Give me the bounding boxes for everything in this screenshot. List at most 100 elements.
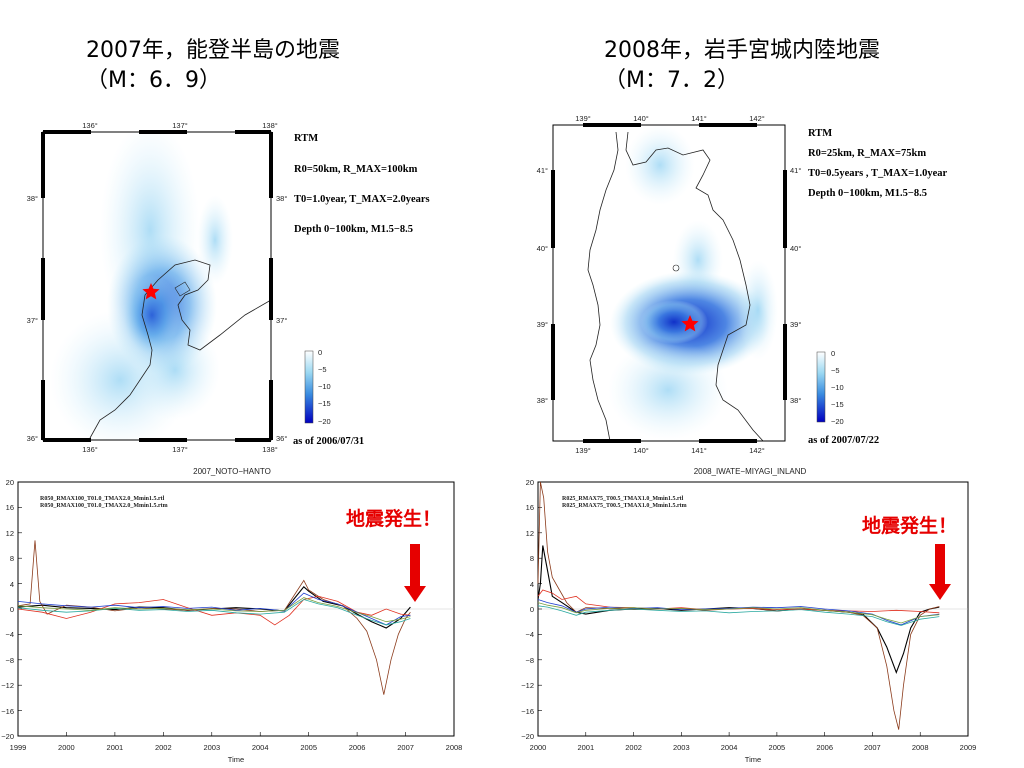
x-tick: 2001 xyxy=(577,743,594,752)
colorbar-tick: −15 xyxy=(318,399,331,408)
colorbar-tick: −20 xyxy=(318,417,331,426)
x-tick: 2006 xyxy=(349,743,366,752)
y-tick: −20 xyxy=(1,732,14,741)
x-tick: 2005 xyxy=(300,743,317,752)
series-line-4 xyxy=(537,605,940,626)
y-tick: 12 xyxy=(526,529,534,538)
y-tick: 4 xyxy=(530,580,534,589)
coastline-noto xyxy=(89,259,272,439)
legend-entry: R025_RMAX75_T00.5_TMAX1.0_Mmin1.5.rtl xyxy=(562,496,684,502)
legend-entry: R050_RMAX100_T01.0_TMAX2.0_Mmin1.5.rtl xyxy=(40,496,165,502)
colorbar-iwate xyxy=(816,351,826,423)
y-tick: −8 xyxy=(525,656,534,665)
lon-label-bottom: 139° xyxy=(575,446,591,455)
y-tick: −4 xyxy=(5,630,14,639)
x-tick: 2007 xyxy=(864,743,881,752)
rtm-heatmap-noto xyxy=(50,132,233,440)
lon-label-bottom: 140° xyxy=(633,446,649,455)
x-tick: 2009 xyxy=(960,743,977,752)
info-line: RTM xyxy=(808,128,832,139)
series-line-4 xyxy=(17,599,411,626)
heading-noto: 2007年，能登半島の地震 （M：6．9） xyxy=(86,36,340,96)
y-tick: 16 xyxy=(6,503,14,512)
colorbar-tick: 0 xyxy=(318,348,322,357)
lon-label-top: 138° xyxy=(262,121,278,130)
y-axis-iwate: 20 16 12 8 4 0 −4 −8 −12 −16 −20 xyxy=(521,478,534,741)
series-line-3 xyxy=(17,592,411,626)
timeseries-panel-noto: 2007_NOTO−HANTO 20 16 12 8 4 0 −4 −8 −12… xyxy=(1,467,463,764)
lon-label-bottom: 136° xyxy=(82,445,98,454)
lon-label-bottom: 137° xyxy=(172,445,188,454)
lon-label-top: 139° xyxy=(575,114,591,123)
colorbar-tick: −10 xyxy=(318,382,331,391)
x-tick: 2002 xyxy=(625,743,642,752)
info-line: R0=25km, R_MAX=75km xyxy=(808,148,926,159)
legend-entry: R025_RMAX75_T00.5_TMAX1.0_Mmin1.5.rtm xyxy=(562,503,687,509)
colorbar-tick: −10 xyxy=(831,383,844,392)
y-tick: −16 xyxy=(521,707,534,716)
lat-label-left: 38° xyxy=(537,396,548,405)
x-axis-label: Time xyxy=(745,755,761,764)
lat-label-right: 39° xyxy=(790,320,801,329)
colorbar-noto xyxy=(304,350,314,424)
series-layer-iwate xyxy=(537,481,969,737)
lat-label-left: 36° xyxy=(27,434,38,443)
map-frame-iwate xyxy=(552,124,786,442)
series-line-5 xyxy=(17,597,411,623)
x-tick: 2008 xyxy=(446,743,463,752)
info-line: RTM xyxy=(294,133,318,144)
heading-iwate-line1: 2008年，岩手宮城内陸地震 xyxy=(604,38,880,63)
x-tick: 2002 xyxy=(155,743,172,752)
series-line-3 xyxy=(537,599,940,626)
info-line: T0=1.0year, T_MAX=2.0years xyxy=(294,194,430,205)
coastline-tohoku xyxy=(587,131,764,442)
earthquake-alert-label: 地震発生！ xyxy=(862,514,957,537)
x-tick: 2000 xyxy=(530,743,547,752)
colorbar-tick: −5 xyxy=(831,366,840,375)
map-frame-bars-iwate xyxy=(551,123,787,443)
as-of-date-iwate: as of 2007/07/22 xyxy=(808,435,879,446)
lon-label-bottom: 142° xyxy=(749,446,765,455)
chart-title: 2008_IWATE−MIYAGI_INLAND xyxy=(694,467,807,476)
lon-label-top: 141° xyxy=(691,114,707,123)
series-line-1 xyxy=(17,540,411,695)
x-tick: 2001 xyxy=(107,743,124,752)
map-frame-bars-noto xyxy=(41,130,273,442)
x-tick: 2003 xyxy=(203,743,220,752)
x-tick: 2005 xyxy=(769,743,786,752)
heading-iwate: 2008年，岩手宮城内陸地震 （M：7．2） xyxy=(604,36,880,96)
x-axis-iwate: 2000 2001 2002 2003 2004 2005 2006 2007 … xyxy=(530,743,977,764)
lat-label-right: 38° xyxy=(276,194,287,203)
heading-iwate-line2: （M：7．2） xyxy=(604,68,739,93)
lat-label-right: 38° xyxy=(790,396,801,405)
x-axis-noto: 1999 2000 2001 2002 2003 2004 2005 2006 … xyxy=(10,743,463,764)
info-line: R0=50km, R_MAX=100km xyxy=(294,164,418,175)
lat-label-left: 38° xyxy=(27,194,38,203)
y-tick: 8 xyxy=(530,554,534,563)
lon-label-top: 137° xyxy=(172,121,188,130)
epicenter-star-noto xyxy=(142,283,160,300)
lat-label-left: 41° xyxy=(537,166,548,175)
timeseries-panel-iwate: 2008_IWATE−MIYAGI_INLAND 20 16 12 8 4 0 … xyxy=(521,467,977,764)
earthquake-alert-label: 地震発生！ xyxy=(346,507,441,530)
lat-label-left: 40° xyxy=(537,244,548,253)
y-tick: 0 xyxy=(10,605,14,614)
y-tick: −16 xyxy=(1,707,14,716)
x-tick: 2000 xyxy=(58,743,75,752)
x-axis-label: Time xyxy=(228,755,244,764)
y-tick: 16 xyxy=(526,503,534,512)
lat-label-right: 41° xyxy=(790,166,801,175)
colorbar-tick: 0 xyxy=(831,349,835,358)
legend-entry: R050_RMAX100_T01.0_TMAX2.0_Mmin1.5.rtm xyxy=(40,503,168,509)
info-line: T0=0.5years , T_MAX=1.0year xyxy=(808,168,948,179)
as-of-date-noto: as of 2006/07/31 xyxy=(293,436,364,447)
heading-noto-line1: 2007年，能登半島の地震 xyxy=(86,38,340,63)
lon-label-bottom: 138° xyxy=(262,445,278,454)
map-panel-noto: 136° 137° 138° 136° 137° 138° 36° 37° 38… xyxy=(27,121,430,454)
y-tick: 0 xyxy=(530,605,534,614)
colorbar-tick: −20 xyxy=(831,417,844,426)
x-tick: 2008 xyxy=(912,743,929,752)
y-tick: 20 xyxy=(6,478,14,487)
event-arrow-iwate xyxy=(929,544,951,600)
y-tick: −8 xyxy=(5,656,14,665)
